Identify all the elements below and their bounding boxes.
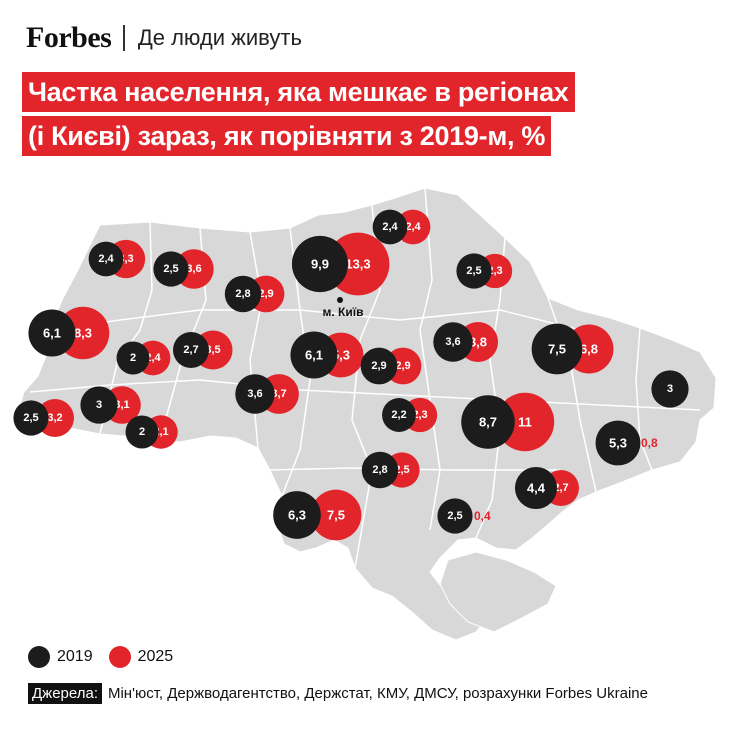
legend-dot-2025 xyxy=(108,646,131,668)
header: Forbes Де люди живуть xyxy=(26,20,302,56)
chart-title-line-1: Частка населення, яка мешкає в регіонах xyxy=(22,72,575,112)
bubble-label-2025: 6,8 xyxy=(580,342,598,357)
bubble-label-2025: 2,4 xyxy=(405,221,421,233)
kyiv-city-marker xyxy=(337,297,343,303)
border-line xyxy=(49,309,581,331)
bubble-2019 xyxy=(531,323,583,375)
bubble-2019 xyxy=(125,415,159,449)
bubble-2019 xyxy=(116,341,150,375)
legend-item-2019: 2019 xyxy=(28,646,93,668)
legend-item-2025: 2025 xyxy=(108,646,174,668)
bubble-label-2019: 2 xyxy=(139,426,145,438)
bubble-label-2019: 5,3 xyxy=(609,436,627,451)
bubble-label-2025: 3,7 xyxy=(271,388,286,400)
bubble-label-2025: 2,7 xyxy=(553,482,568,494)
bubble-2019 xyxy=(514,466,558,510)
legend: 2019 2025 xyxy=(28,646,189,668)
bubble-2019 xyxy=(172,331,210,369)
bubble-label-2025: 3,8 xyxy=(469,335,487,350)
bubble-2019 xyxy=(360,347,398,385)
source-text: Мін'юст, Держводагентство, Держстат, КМУ… xyxy=(107,685,648,702)
bubble-label-2019: 2 xyxy=(130,352,136,364)
bubble-label-2019: 2,5 xyxy=(466,265,481,277)
bubble-label-2025: 3,2 xyxy=(47,412,62,424)
bubble-label-2025: 0,8 xyxy=(641,436,658,450)
bubble-label-2019: 2,2 xyxy=(391,409,406,421)
bubble-label-2019: 3 xyxy=(96,399,102,411)
bubble-2019 xyxy=(382,398,416,432)
bubble-label-2025: 0,4 xyxy=(474,509,491,523)
source-note: Джерела: Мін'юст, Держводагентство, Держ… xyxy=(28,683,648,704)
border-line xyxy=(475,237,506,539)
bubble-2019 xyxy=(437,498,473,534)
bubble-label-2025: 2,5 xyxy=(394,464,409,476)
bubble-label-2025: 2,9 xyxy=(258,288,273,300)
bubble-label-2019: 6,3 xyxy=(288,508,306,523)
bubble-label-2019: 3,6 xyxy=(445,336,460,348)
bubble-label-2025: 3,6 xyxy=(186,263,201,275)
forbes-logo: Forbes xyxy=(26,21,112,54)
bubble-2019 xyxy=(13,400,49,436)
bubble-2019 xyxy=(433,322,473,362)
crimea-outline xyxy=(439,551,557,633)
bubble-label-2025: 3,1 xyxy=(114,399,129,411)
bubble-label-2025: 2,3 xyxy=(412,409,427,421)
legend-dot-2019 xyxy=(28,646,50,668)
bubble-label-2025: 11 xyxy=(518,415,532,430)
bubble-label-2019: 2,9 xyxy=(371,360,386,372)
border-line xyxy=(635,327,653,471)
bubble-label-2019: 2,8 xyxy=(372,464,387,476)
bubble-label-2025: 13,3 xyxy=(345,257,370,272)
bubble-layer: 3,32,43,62,52,92,813,39,92,42,42,32,58,3… xyxy=(13,209,689,541)
border-line xyxy=(29,379,701,411)
bubble-2019 xyxy=(80,386,118,424)
bubble-label-2025: 2,4 xyxy=(145,352,161,364)
bubble-label-2025: 3,5 xyxy=(205,344,220,356)
source-label: Джерела: xyxy=(28,683,102,704)
bubble-label-2019: 2,8 xyxy=(235,288,250,300)
bubble-2019 xyxy=(153,251,189,287)
bubble-2019 xyxy=(291,235,349,293)
bubble-label-2019: 2,5 xyxy=(447,510,462,522)
bubble-label-2019: 3 xyxy=(667,383,673,395)
bubble-2019 xyxy=(461,395,515,449)
bubble-label-2019: 6,1 xyxy=(43,326,61,341)
bubble-label-2019: 6,1 xyxy=(305,348,323,363)
bubble-2019 xyxy=(273,491,321,539)
legend-label-2019: 2019 xyxy=(57,648,93,665)
bubble-2019 xyxy=(28,309,76,357)
bubble-label-2019: 2,5 xyxy=(163,263,178,275)
kyiv-city-label: м. Київ xyxy=(323,305,364,319)
bubble-label-2019: 2,7 xyxy=(183,344,198,356)
bubble-label-2019: 2,4 xyxy=(382,221,398,233)
bubble-2019 xyxy=(361,451,399,489)
bubble-label-2019: 4,4 xyxy=(527,481,546,496)
bubble-label-2019: 2,4 xyxy=(98,253,114,265)
bubble-2019 xyxy=(224,275,262,313)
bubble-label-2019: 2,5 xyxy=(23,412,38,424)
section-title: Де люди живуть xyxy=(137,25,302,50)
bubble-label-2019: 8,7 xyxy=(479,415,497,430)
bubble-label-2019: 7,5 xyxy=(548,342,566,357)
bubble-2019 xyxy=(290,331,338,379)
bubble-2019 xyxy=(651,370,689,408)
header-divider xyxy=(123,25,125,51)
bubble-2019 xyxy=(595,420,641,466)
bubble-label-2019: 9,9 xyxy=(311,257,329,272)
legend-label-2025: 2025 xyxy=(137,648,174,665)
border-line xyxy=(281,227,311,497)
bubble-label-2025: 8,3 xyxy=(74,326,92,341)
border-line xyxy=(419,187,441,531)
bubble-2019 xyxy=(235,374,275,414)
bubble-label-2019: 3,6 xyxy=(247,388,262,400)
bubble-label-2025: 7,5 xyxy=(327,508,345,523)
bubble-2025 xyxy=(310,489,362,541)
bubble-2019 xyxy=(88,241,124,277)
bubble-2019 xyxy=(456,253,492,289)
bubble-label-2025: 2,9 xyxy=(395,360,410,372)
bubble-2019 xyxy=(372,209,408,245)
chart-title-line-2: (і Києві) зараз, як порівняти з 2019-м, … xyxy=(22,116,552,156)
